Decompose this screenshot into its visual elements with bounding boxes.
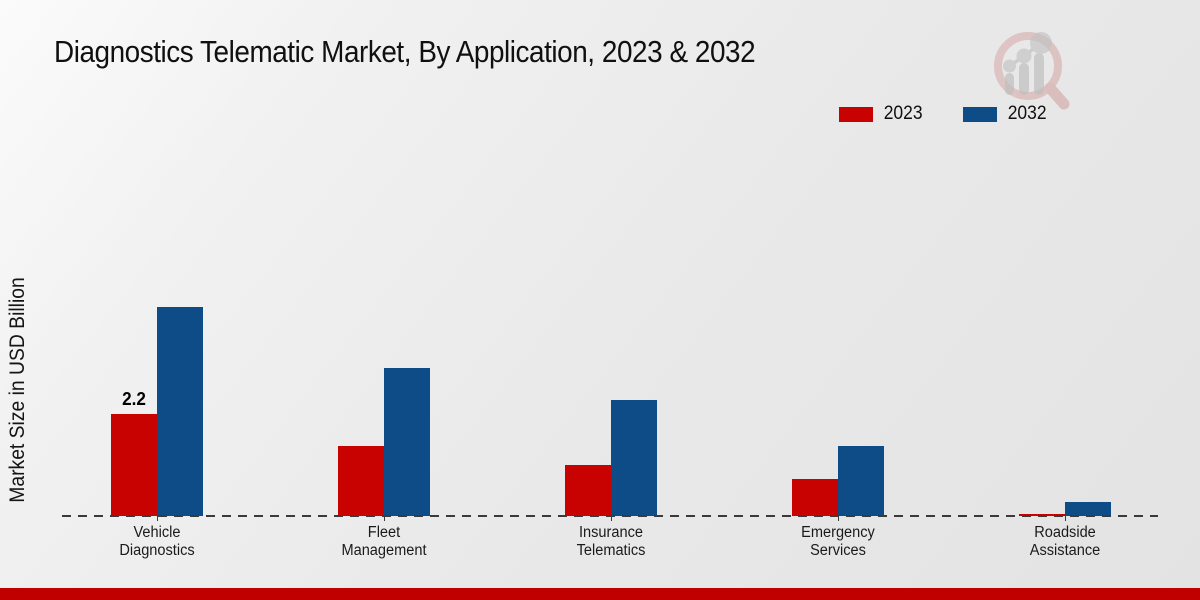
x-axis-tick (611, 516, 612, 521)
footer-accent-bar (0, 588, 1200, 600)
bar-value-label: 2.2 (122, 389, 146, 409)
baseline-dashed-line (62, 515, 1158, 517)
bar-2023-insurance-telematics (565, 465, 611, 516)
y-axis-label: Market Size in USD Billion (6, 277, 29, 503)
x-category-label: Fleet Management (341, 524, 427, 559)
x-category-label: Roadside Assistance (1029, 524, 1101, 559)
x-axis-tick (157, 516, 158, 521)
x-category-label: Insurance Telematics (576, 524, 646, 559)
x-axis-tick (384, 516, 385, 521)
bar-2023-vehicle-diagnostics (111, 414, 157, 516)
x-category-label: Vehicle Diagnostics (119, 524, 195, 559)
bar-2032-emergency-services (838, 446, 884, 516)
bar-2023-emergency-services (792, 479, 838, 516)
legend-item-2023: 2023 (839, 103, 924, 125)
bar-2032-roadside-assistance (1065, 502, 1111, 516)
legend-label: 2032 (1007, 103, 1047, 124)
legend: 2023 2032 (839, 103, 1048, 125)
bar-2032-fleet-management (384, 368, 430, 516)
bar-2023-fleet-management (338, 446, 384, 516)
legend-swatch-icon (962, 106, 997, 122)
bar-2032-insurance-telematics (611, 400, 657, 516)
bar-2032-vehicle-diagnostics (157, 307, 203, 516)
x-category-label: Emergency Services (801, 524, 875, 559)
chart-title: Diagnostics Telematic Market, By Applica… (54, 34, 756, 69)
legend-swatch-icon (839, 106, 874, 122)
magnifier-bar-chart-logo-icon (988, 26, 1080, 133)
legend-label: 2023 (884, 103, 924, 124)
x-axis-tick (1065, 516, 1066, 521)
legend-item-2032: 2032 (962, 103, 1048, 125)
x-axis-tick (838, 516, 839, 521)
